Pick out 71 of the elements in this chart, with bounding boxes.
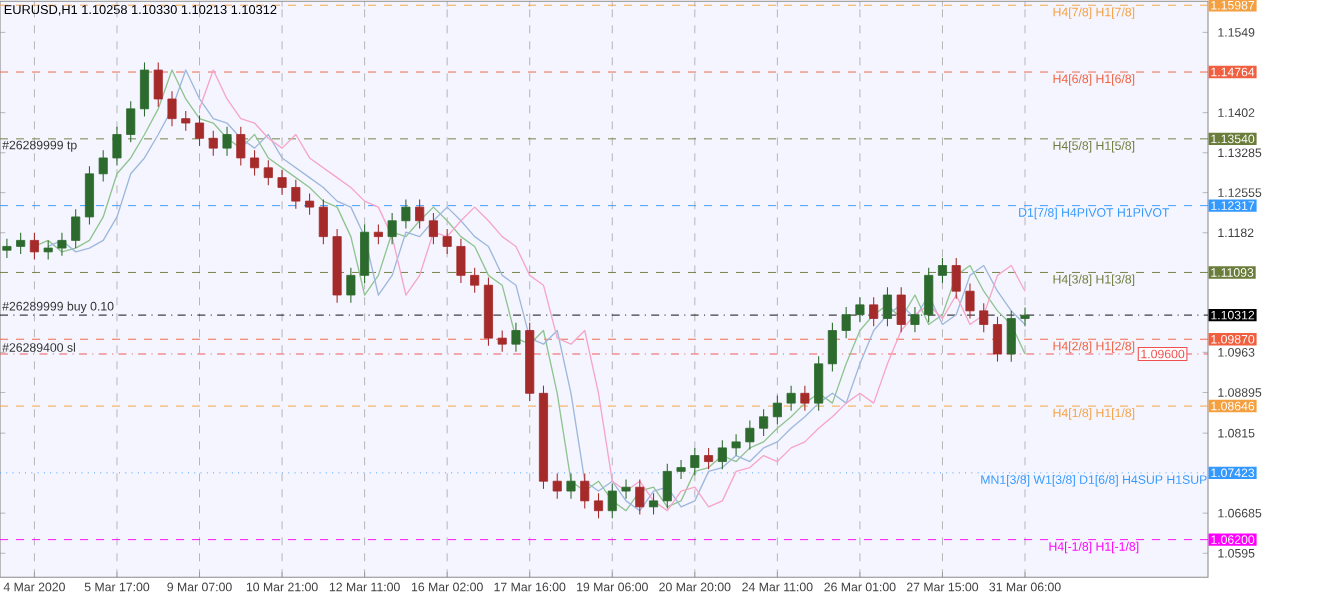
candlestick [759,408,769,437]
candlestick [869,296,879,327]
candlestick [373,224,383,245]
candlestick [814,355,824,412]
candlestick [318,198,328,245]
candlestick [717,439,727,470]
candlestick [16,232,26,255]
candlestick [786,385,796,412]
candlestick [195,114,205,147]
candlestick [621,479,631,500]
candlestick [139,61,150,118]
candlestick [497,329,507,353]
candlestick [635,479,645,516]
candlestick [401,198,411,229]
candlestick [57,232,67,257]
candlestick [979,302,989,333]
candlestick [1020,307,1030,327]
candlestick [43,239,53,261]
candlestick [951,257,961,300]
candlestick [470,267,480,294]
candlestick [607,482,617,519]
candlestick [511,322,521,353]
candlestick [882,286,892,327]
candlestick [305,192,315,216]
candlestick [552,473,562,500]
candlestick [277,169,287,196]
candlestick [2,238,12,259]
candlestick [456,238,466,284]
candlestick [992,316,1003,363]
candlestick [731,433,741,457]
candlestick [662,463,672,510]
candlestick [250,149,260,176]
candlestick [841,306,851,339]
candlestick [649,492,659,516]
candlestick [236,126,246,167]
candlestick [291,179,301,210]
candlestick [98,149,108,182]
candlestick [167,90,177,127]
candlestick [428,212,438,245]
candlestick [415,198,425,229]
candlestick [965,283,975,320]
candlestick [387,212,397,245]
candlestick [222,126,232,157]
candlestick [690,447,700,476]
candlestick [442,228,452,255]
candlestick [745,420,755,451]
candlestick [566,473,576,500]
candlestick [263,159,273,186]
candlestick [924,267,934,323]
candlestick [346,267,356,304]
candlestick [855,296,865,323]
candlestick [71,208,81,249]
candlestick [153,61,163,108]
candlestick [676,459,686,480]
candlestick [208,130,218,157]
candlestick [593,492,604,519]
candlestick [827,322,837,372]
candlestick [112,126,122,167]
candlestick [29,232,39,261]
candlestick [704,447,714,470]
candlestick [896,286,906,333]
candlestick [181,110,191,132]
candlestick [800,385,810,412]
candlestick [580,473,590,510]
candlestick [126,100,136,143]
candlestick [937,257,947,284]
candlestick [910,306,920,333]
candlestick [772,394,782,425]
candlestick [84,165,94,226]
candlestick [360,224,370,284]
candlestick [1006,310,1016,363]
